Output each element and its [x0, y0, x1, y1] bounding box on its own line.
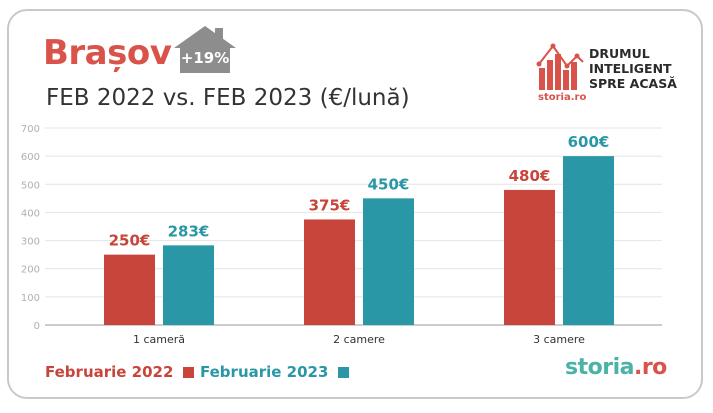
logo-brand-small: storia.ro	[538, 92, 587, 103]
brand-suffix: .ro	[633, 355, 667, 380]
chart-subtitle: FEB 2022 vs. FEB 2023 (€/lună)	[46, 85, 410, 111]
legend-swatch-2022	[183, 366, 195, 378]
chart-title: Brașov	[43, 33, 172, 73]
legend-label-2023: Februarie 2023	[200, 363, 329, 381]
y-tick-label: 200	[21, 265, 40, 276]
bar	[363, 198, 414, 325]
legend-label-2022: Februarie 2022	[45, 363, 174, 381]
house-badge-icon: +19%	[174, 26, 236, 73]
bar	[104, 254, 155, 325]
y-tick-label: 700	[21, 124, 40, 135]
tagline-line-3: SPRE ACASĂ	[589, 76, 677, 91]
bar	[563, 156, 614, 325]
storia-house-logo-icon	[536, 43, 584, 90]
y-tick-label: 600	[21, 152, 40, 163]
data-label: 283€	[168, 222, 210, 240]
y-tick-label: 100	[21, 293, 40, 304]
legend-swatch-2023	[338, 366, 350, 378]
x-tick-label: 3 camere	[533, 333, 585, 346]
brand-main: storia	[565, 355, 634, 380]
data-label: 600€	[568, 133, 610, 151]
house-badge-label: +19%	[181, 49, 229, 67]
legend-item-2023: Februarie 2023	[200, 363, 350, 381]
y-tick-label: 300	[21, 237, 40, 248]
tagline-line-2: INTELIGENT	[589, 61, 672, 76]
bar	[304, 219, 355, 325]
legend-item-2022: Februarie 2022	[45, 363, 195, 381]
data-label: 375€	[309, 196, 351, 214]
bar	[504, 189, 555, 325]
data-label: 480€	[509, 167, 551, 185]
data-label: 250€	[109, 232, 151, 250]
y-tick-label: 0	[34, 321, 40, 332]
data-label: 450€	[368, 175, 410, 193]
x-tick-label: 1 cameră	[133, 333, 185, 346]
storia-brand-logo: storia.ro	[565, 355, 667, 380]
x-tick-label: 2 camere	[333, 333, 385, 346]
tagline-line-1: DRUMUL	[589, 46, 650, 61]
y-tick-label: 400	[21, 208, 40, 219]
y-tick-label: 500	[21, 180, 40, 191]
logo-tagline: DRUMUL INTELIGENT SPRE ACASĂ	[589, 46, 677, 91]
bar	[163, 245, 214, 325]
